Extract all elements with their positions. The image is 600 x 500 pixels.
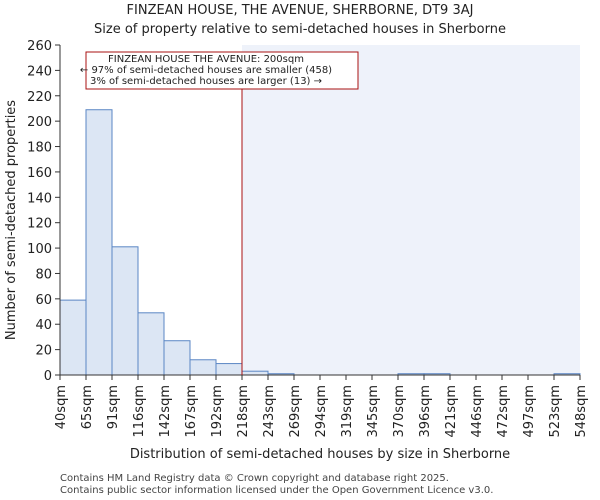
histogram-bar xyxy=(85,109,113,376)
x-tick-label: 243sqm xyxy=(262,385,277,438)
annotation-line-2: ← 97% of semi-detached houses are smalle… xyxy=(80,65,332,76)
x-tick-label: 472sqm xyxy=(496,385,511,438)
x-tick-label: 548sqm xyxy=(574,385,589,438)
x-tick-label: 65sqm xyxy=(80,385,95,429)
chart-title: FINZEAN HOUSE, THE AVENUE, SHERBORNE, DT… xyxy=(126,3,474,18)
x-tick-label: 497sqm xyxy=(522,385,537,438)
histogram-bar xyxy=(137,312,165,376)
y-tick-label: 80 xyxy=(35,267,52,282)
y-axis-label: Number of semi-detached properties xyxy=(4,100,19,340)
y-tick-label: 200 xyxy=(27,115,52,130)
histogram-bar xyxy=(215,363,243,376)
histogram-bar xyxy=(59,299,87,376)
x-tick-label: 446sqm xyxy=(470,385,485,438)
x-tick-label: 269sqm xyxy=(288,385,303,438)
annotation-line-3: 3% of semi-detached houses are larger (1… xyxy=(90,76,322,87)
footer-copyright: Contains HM Land Registry data © Crown c… xyxy=(60,473,449,484)
y-tick-label: 60 xyxy=(35,293,52,308)
y-tick-label: 240 xyxy=(27,64,52,79)
histogram-bar xyxy=(163,340,191,376)
x-tick-label: 40sqm xyxy=(54,385,69,429)
x-tick-label: 91sqm xyxy=(106,385,121,429)
y-tick-label: 0 xyxy=(44,369,52,384)
x-axis-label: Distribution of semi-detached houses by … xyxy=(130,447,510,462)
histogram-bar xyxy=(189,359,217,376)
x-tick-label: 116sqm xyxy=(132,385,147,438)
x-tick-label: 319sqm xyxy=(340,385,355,438)
y-tick-label: 100 xyxy=(27,242,52,257)
y-tick-label: 180 xyxy=(27,141,52,156)
x-tick-label: 370sqm xyxy=(392,385,407,438)
chart-subtitle: Size of property relative to semi-detach… xyxy=(94,22,506,37)
annotation-line-1: FINZEAN HOUSE THE AVENUE: 200sqm xyxy=(108,54,304,65)
x-tick-label: 396sqm xyxy=(418,385,433,438)
x-tick-label: 142sqm xyxy=(158,385,173,438)
x-tick-label: 294sqm xyxy=(314,385,329,438)
y-tick-label: 160 xyxy=(27,166,52,181)
y-tick-label: 40 xyxy=(35,318,52,333)
x-tick-label: 192sqm xyxy=(210,385,225,438)
y-tick-label: 220 xyxy=(27,90,52,105)
x-tick-label: 167sqm xyxy=(184,385,199,438)
y-tick-label: 20 xyxy=(35,344,52,359)
y-tick-label: 120 xyxy=(27,217,52,232)
y-tick-label: 140 xyxy=(27,191,52,206)
histogram-bar xyxy=(241,370,269,376)
x-tick-label: 523sqm xyxy=(548,385,563,438)
annotation-box xyxy=(85,51,359,90)
histogram-bar xyxy=(111,246,139,376)
x-tick-label: 218sqm xyxy=(236,385,251,438)
x-tick-label: 345sqm xyxy=(366,385,381,438)
larger-region-shade xyxy=(242,45,580,375)
footer-licence: Contains public sector information licen… xyxy=(60,485,494,496)
y-tick-label: 260 xyxy=(27,39,52,54)
x-tick-label: 421sqm xyxy=(444,385,459,438)
